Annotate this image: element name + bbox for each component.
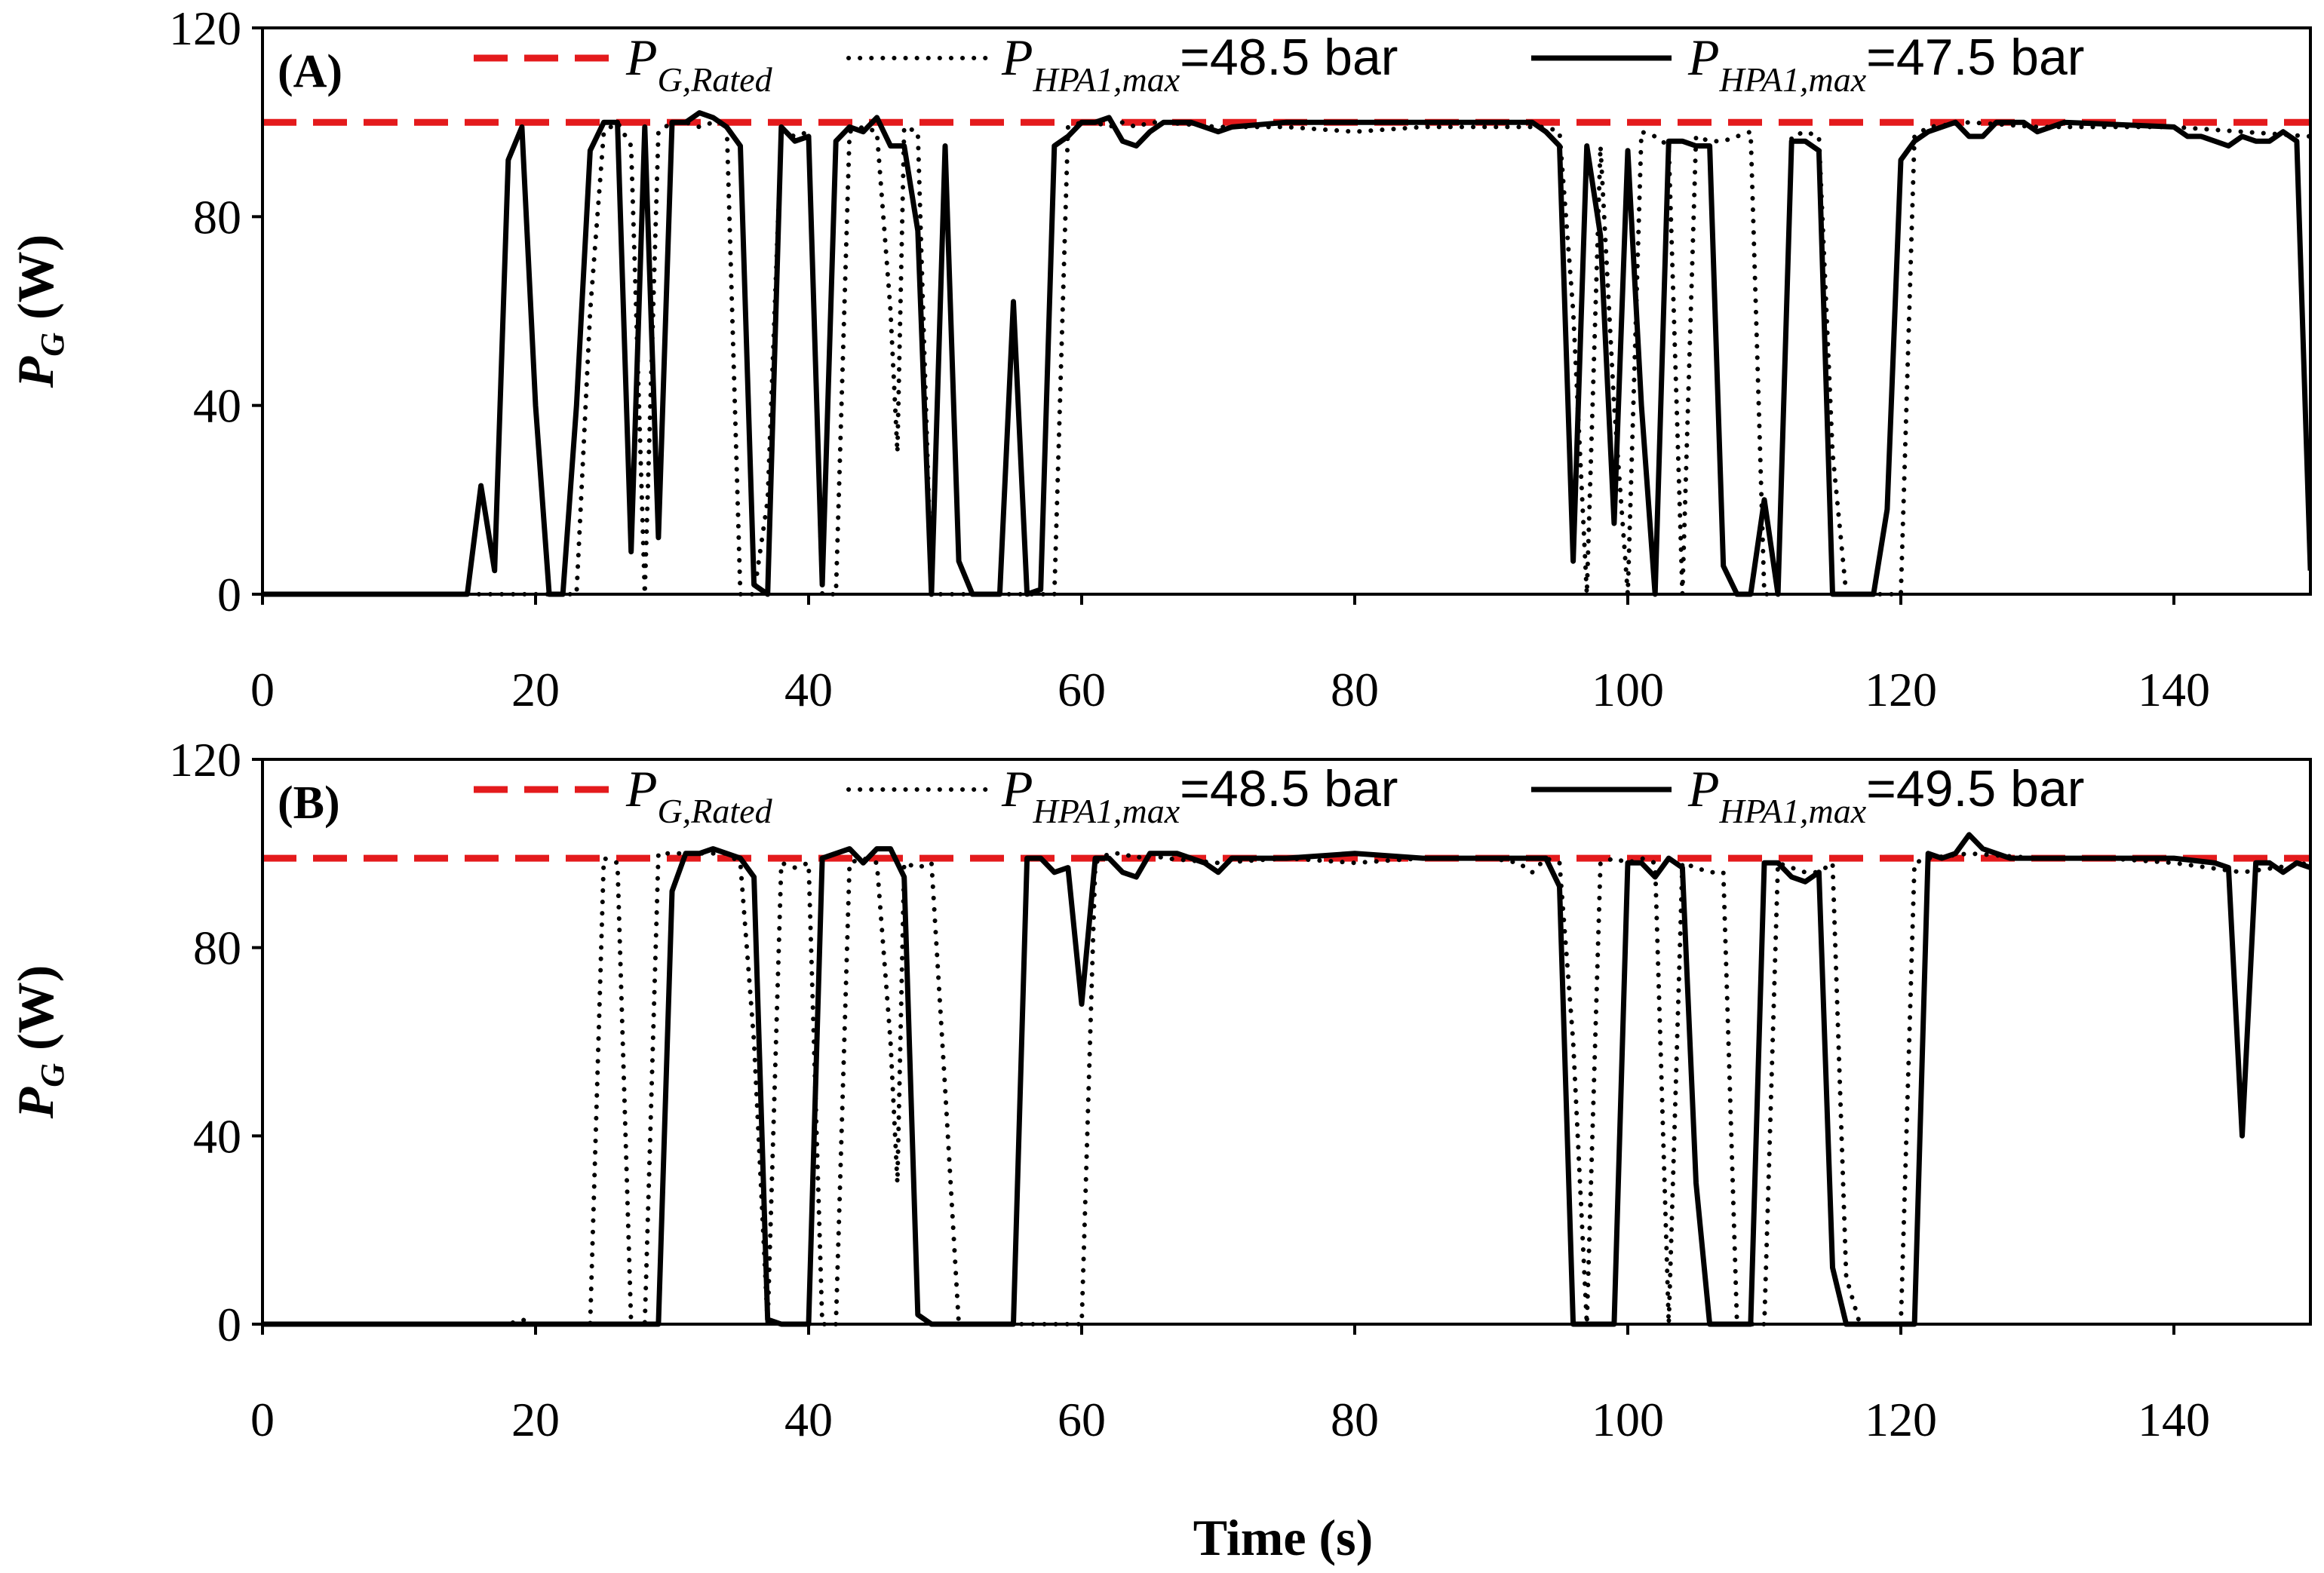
x-axis-title: Time (s) bbox=[1193, 1509, 1374, 1566]
y-tick-label: 80 bbox=[193, 921, 241, 975]
x-tick-label: 0 bbox=[250, 1393, 275, 1446]
y-tick-label: 120 bbox=[169, 733, 241, 786]
plot-frame bbox=[261, 26, 2312, 596]
panel-label: (B) bbox=[278, 777, 340, 829]
x-tick-label: 0 bbox=[250, 663, 275, 716]
panel-a: 0 40 80 120 0 20 40 60 80 100 120 140 PG (W) (A) PG,Ra… bbox=[7, 2, 2312, 716]
y-axis-title: PG (W) bbox=[7, 235, 71, 389]
y-axis-title: PG (W) bbox=[7, 965, 71, 1120]
y-tick-label: 120 bbox=[169, 2, 241, 55]
legend-label: PHPA1,max=48.5 bar bbox=[1001, 29, 1398, 99]
series-line-solid bbox=[262, 110, 2310, 597]
y-tick-label: 0 bbox=[217, 1298, 241, 1351]
y-tick-label: 0 bbox=[217, 568, 241, 621]
y-tick-label: 40 bbox=[193, 1109, 241, 1163]
x-tick-label: 20 bbox=[511, 1393, 560, 1446]
plot-frame bbox=[261, 758, 2312, 1326]
y-tick-label: 40 bbox=[193, 379, 241, 433]
series-line-dotted bbox=[262, 851, 2310, 1326]
x-tick-label: 60 bbox=[1058, 663, 1106, 716]
x-tick-label: 60 bbox=[1058, 1393, 1106, 1446]
x-tick-label: 80 bbox=[1331, 1393, 1379, 1446]
x-tick-label: 120 bbox=[1865, 663, 1937, 716]
series-line-solid bbox=[262, 832, 2310, 1327]
x-tick-label: 40 bbox=[784, 663, 833, 716]
x-tick-label: 40 bbox=[784, 1393, 833, 1446]
x-tick-label: 100 bbox=[1592, 1393, 1664, 1446]
x-tick-label: 80 bbox=[1331, 663, 1379, 716]
panel-label: (A) bbox=[278, 46, 342, 97]
x-tick-label: 140 bbox=[2138, 1393, 2210, 1446]
x-tick-label: 120 bbox=[1865, 1393, 1937, 1446]
y-tick-label: 80 bbox=[193, 190, 241, 244]
legend-label: PHPA1,max=49.5 bar bbox=[1687, 760, 2084, 830]
legend-label: PHPA1,max=48.5 bar bbox=[1001, 760, 1398, 830]
x-tick-label: 20 bbox=[511, 663, 560, 716]
x-tick-label: 100 bbox=[1592, 663, 1664, 716]
legend-label: PHPA1,max=47.5 bar bbox=[1687, 29, 2084, 99]
x-tick-label: 140 bbox=[2138, 663, 2210, 716]
legend-label: PG,Rated bbox=[625, 760, 773, 830]
legend-label: PG,Rated bbox=[625, 29, 773, 99]
panel-b: 0 40 80 120 0 20 40 60 80 100 120 140 PG (W) (B) PG,Ra… bbox=[7, 733, 2312, 1446]
